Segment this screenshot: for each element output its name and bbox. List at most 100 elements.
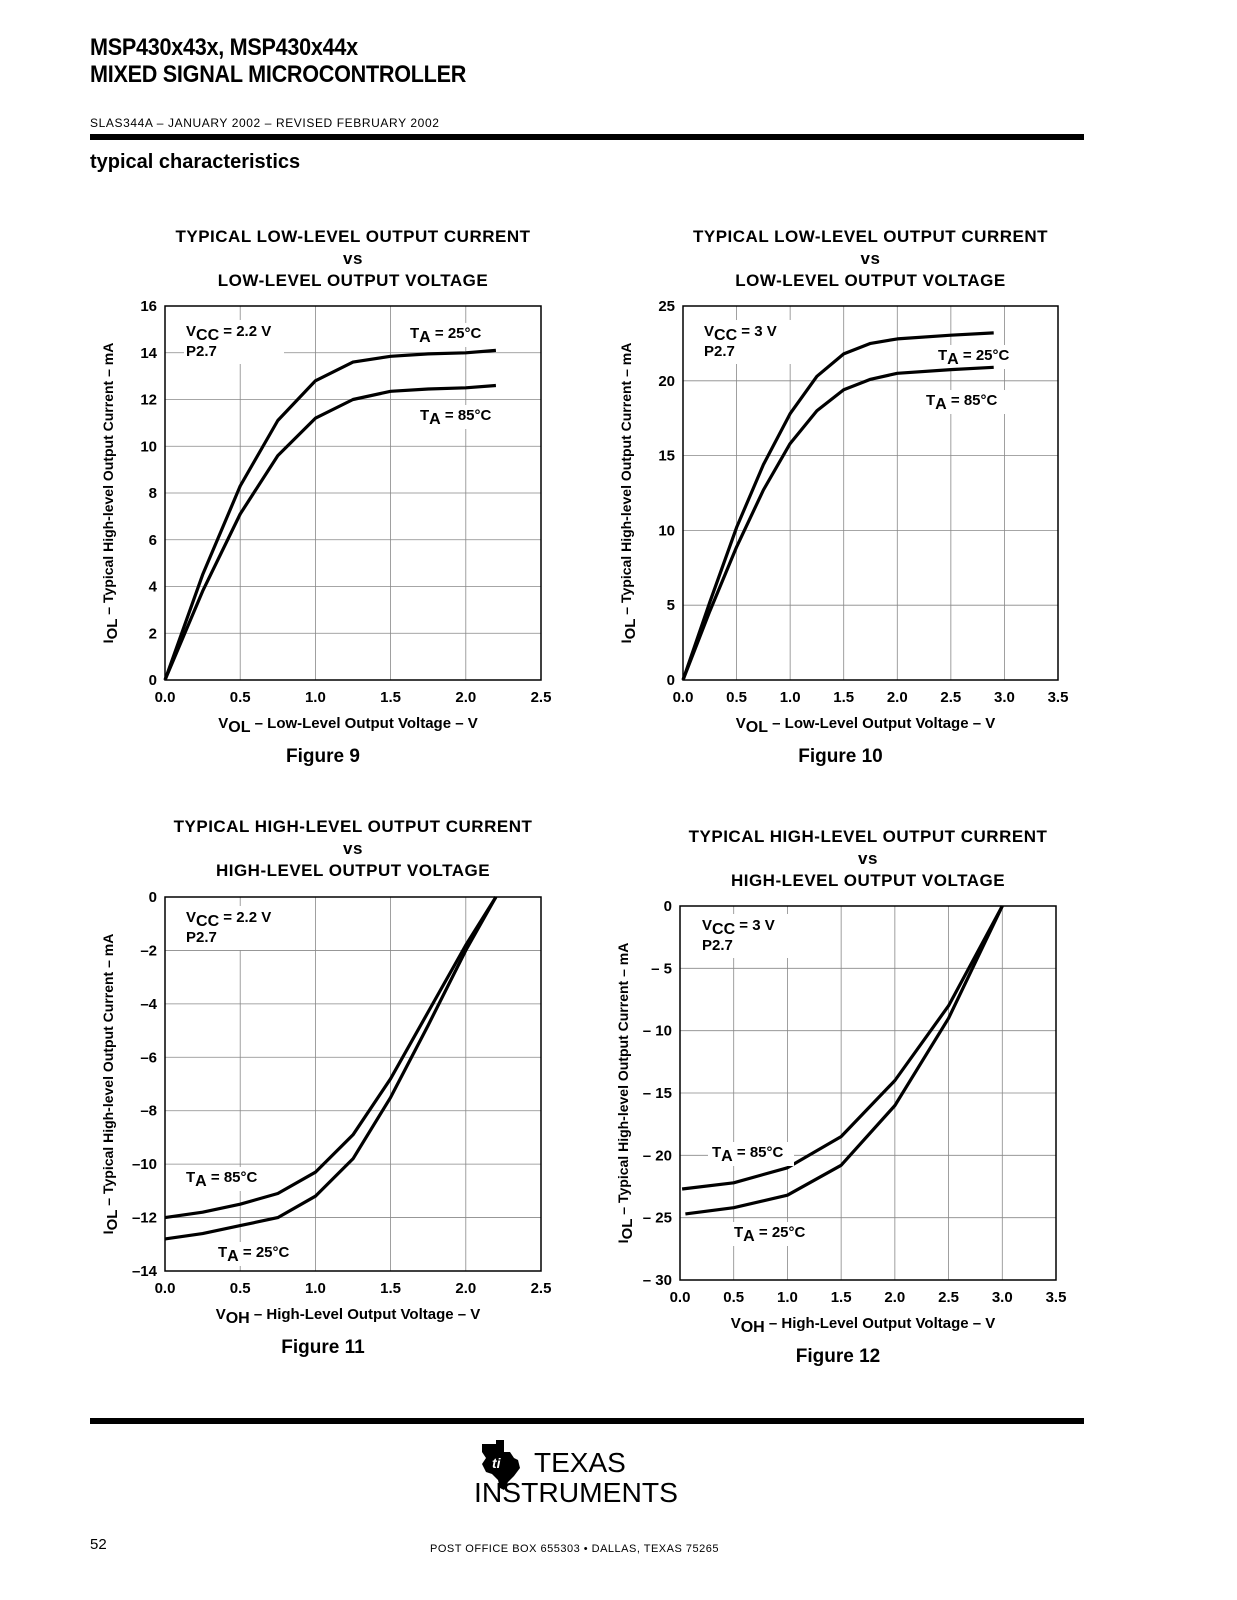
series-label-bg xyxy=(416,405,502,429)
chart-title-line: TYPICAL LOW-LEVEL OUTPUT CURRENT xyxy=(175,227,530,246)
series-label: TA = 25°C xyxy=(410,325,482,346)
condition-vcc: VCC = 3 V xyxy=(704,323,777,344)
footer-rule xyxy=(90,1418,1084,1424)
chart-figure-10: TYPICAL LOW-LEVEL OUTPUT CURRENT vs LOW-LE… xyxy=(618,227,1069,767)
y-tick-label: –14 xyxy=(132,1263,158,1280)
chart-title-line: HIGH-LEVEL OUTPUT VOLTAGE xyxy=(216,861,490,880)
series-label: TA = 85°C xyxy=(186,1169,258,1190)
x-axis-label: VOL – Low-Level Output Voltage – V xyxy=(736,715,995,736)
x-tick-label: 1.5 xyxy=(833,689,854,706)
series-label: TA = 25°C xyxy=(218,1244,290,1265)
x-axis-label: VOH – High-Level Output Voltage – V xyxy=(216,1306,481,1327)
y-tick-label: 15 xyxy=(658,448,675,465)
figure-label: Figure 10 xyxy=(798,746,882,767)
y-axis-label: IOL – Typical High-level Output Current … xyxy=(615,943,636,1244)
series-line-2 xyxy=(681,365,994,681)
series-line-1 xyxy=(681,331,994,681)
x-tick-label: 2.0 xyxy=(455,689,476,706)
x-tick-label: 1.5 xyxy=(380,1280,401,1297)
y-tick-label: –8 xyxy=(140,1103,157,1120)
series-label-bg xyxy=(406,323,492,347)
y-tick-label: 25 xyxy=(658,298,675,315)
y-tick-label: 0 xyxy=(667,672,675,689)
x-tick-label: 0.5 xyxy=(230,689,251,706)
x-tick-label: 2.5 xyxy=(531,689,552,706)
chart-title-line: LOW-LEVEL OUTPUT VOLTAGE xyxy=(218,271,488,290)
series-label-bg xyxy=(708,1142,794,1166)
y-tick-label: – 5 xyxy=(651,960,672,977)
document-title: MSP430x43x, MSP430x44x MIXED SIGNAL MICR… xyxy=(90,34,466,88)
logo-text-texas: TEXAS xyxy=(534,1447,626,1478)
plot-frame xyxy=(164,896,542,1272)
y-tick-label: 0 xyxy=(664,898,672,915)
condition-pin: P2.7 xyxy=(186,929,217,946)
chart-figure-12: TYPICAL HIGH-LEVEL OUTPUT CURRENT vs HIGH-… xyxy=(615,827,1066,1367)
y-tick-label: – 15 xyxy=(643,1085,672,1102)
chart-title-line: vs xyxy=(343,839,363,858)
section-heading: typical characteristics xyxy=(90,151,301,173)
x-tick-label: 0.0 xyxy=(670,1289,691,1306)
x-tick-label: 0.0 xyxy=(155,689,176,706)
y-tick-label: 10 xyxy=(140,438,157,455)
chart-figure-9: TYPICAL LOW-LEVEL OUTPUT CURRENT vs LOW-LE… xyxy=(100,227,552,767)
x-tick-label: 1.0 xyxy=(305,1280,326,1297)
logo-text-instruments: INSTRUMENTS xyxy=(474,1477,678,1508)
condition-vcc: VCC = 2.2 V xyxy=(186,323,271,344)
series-line-2 xyxy=(163,383,497,681)
x-tick-label: 2.5 xyxy=(940,689,961,706)
x-axis-label: VOL – Low-Level Output Voltage – V xyxy=(218,715,477,736)
series-label-bg xyxy=(730,1222,816,1246)
chart-title-line: TYPICAL HIGH-LEVEL OUTPUT CURRENT xyxy=(174,817,533,836)
x-tick-label: 0.5 xyxy=(723,1289,744,1306)
y-tick-label: 16 xyxy=(140,298,157,315)
x-tick-label: 3.0 xyxy=(992,1289,1013,1306)
x-tick-label: 0.5 xyxy=(230,1280,251,1297)
chart-title-line: LOW-LEVEL OUTPUT VOLTAGE xyxy=(735,271,1005,290)
series-label: TA = 85°C xyxy=(420,407,492,428)
y-tick-label: 0 xyxy=(149,672,157,689)
x-axis-label: VOH – High-Level Output Voltage – V xyxy=(731,1315,996,1336)
condition-box xyxy=(700,914,800,958)
x-tick-label: 2.5 xyxy=(938,1289,959,1306)
y-tick-label: 14 xyxy=(140,345,157,362)
svg-text:ti: ti xyxy=(492,1455,502,1471)
y-tick-label: 5 xyxy=(667,597,675,614)
x-tick-label: 2.0 xyxy=(887,689,908,706)
y-tick-label: 4 xyxy=(149,579,158,596)
series-line-2 xyxy=(164,896,498,1241)
series-label: TA = 85°C xyxy=(926,392,998,413)
y-tick-label: – 30 xyxy=(643,1272,672,1289)
series-label: TA = 25°C xyxy=(938,347,1010,368)
y-tick-label: 0 xyxy=(149,889,157,906)
condition-pin: P2.7 xyxy=(702,937,733,954)
condition-box xyxy=(184,906,284,950)
figure-label: Figure 9 xyxy=(286,746,360,767)
y-tick-label: 20 xyxy=(658,373,675,390)
x-tick-label: 0.5 xyxy=(726,689,747,706)
document-title-line2: MIXED SIGNAL MICROCONTROLLER xyxy=(90,61,467,88)
y-tick-label: – 20 xyxy=(643,1147,672,1164)
texas-state-icon xyxy=(482,1440,520,1490)
y-tick-label: – 10 xyxy=(643,1023,672,1040)
x-tick-label: 2.5 xyxy=(531,1280,552,1297)
y-tick-label: 2 xyxy=(149,625,157,642)
x-tick-label: 1.5 xyxy=(831,1289,852,1306)
series-label-bg xyxy=(922,390,1008,414)
y-tick-label: 12 xyxy=(140,392,157,409)
figure-label: Figure 12 xyxy=(796,1346,880,1367)
plot-frame xyxy=(164,305,542,681)
x-tick-label: 1.0 xyxy=(780,689,801,706)
series-label-bg xyxy=(934,345,1020,369)
chart-title-line: vs xyxy=(858,849,878,868)
y-tick-label: –4 xyxy=(140,996,157,1013)
y-tick-label: –6 xyxy=(140,1049,157,1066)
chart-title-line: TYPICAL LOW-LEVEL OUTPUT CURRENT xyxy=(693,227,1048,246)
plot-frame xyxy=(682,305,1059,681)
chart-title-line: vs xyxy=(343,249,363,268)
x-tick-label: 3.5 xyxy=(1048,689,1069,706)
y-axis-label: IOL – Typical High-level Output Current … xyxy=(100,343,121,644)
x-tick-label: 1.5 xyxy=(380,689,401,706)
x-tick-label: 0.0 xyxy=(155,1280,176,1297)
condition-pin: P2.7 xyxy=(704,343,735,360)
x-tick-label: 2.0 xyxy=(884,1289,905,1306)
